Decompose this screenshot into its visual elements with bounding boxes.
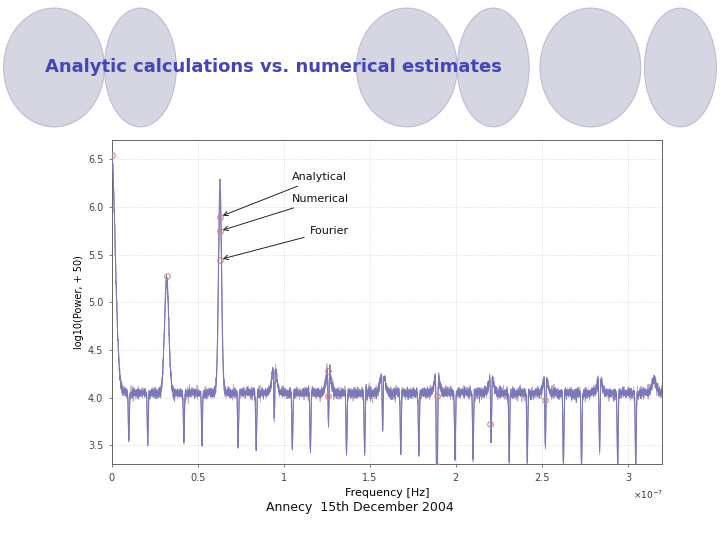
Text: Fourier: Fourier: [224, 226, 348, 260]
Text: Annecy  15th December 2004: Annecy 15th December 2004: [266, 501, 454, 514]
X-axis label: Frequency [Hz]: Frequency [Hz]: [345, 488, 429, 498]
Y-axis label: log10(Power, + 50): log10(Power, + 50): [73, 255, 84, 349]
Text: Analytic calculations vs. numerical estimates: Analytic calculations vs. numerical esti…: [45, 58, 502, 77]
Text: $\times 10^{-7}$: $\times 10^{-7}$: [633, 489, 662, 501]
Text: Numerical: Numerical: [224, 194, 349, 231]
Text: Analytical: Analytical: [224, 172, 347, 215]
